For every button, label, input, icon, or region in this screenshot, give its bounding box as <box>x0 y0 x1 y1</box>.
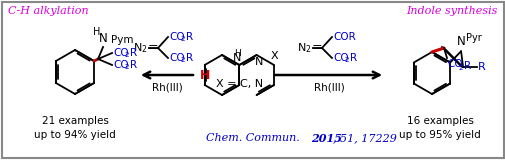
Text: H: H <box>233 49 240 58</box>
Text: X = C, N: X = C, N <box>215 79 263 89</box>
Text: CO: CO <box>169 53 184 63</box>
Text: $_2$R: $_2$R <box>343 51 357 65</box>
Text: Pym: Pym <box>111 35 133 45</box>
Text: $_2$R: $_2$R <box>180 30 193 44</box>
Text: COR: COR <box>332 32 355 42</box>
Text: Rh(III): Rh(III) <box>152 83 182 93</box>
Text: C-H alkylation: C-H alkylation <box>8 6 88 16</box>
Text: CO: CO <box>169 32 184 42</box>
Text: H: H <box>93 27 100 37</box>
Text: CO: CO <box>332 53 348 63</box>
Text: Indole synthesis: Indole synthesis <box>406 6 497 16</box>
Text: N: N <box>233 53 241 63</box>
Text: Chem. Commun.: Chem. Commun. <box>206 133 299 143</box>
Text: $_2$R: $_2$R <box>124 46 138 60</box>
Text: 16 examples
up to 95% yield: 16 examples up to 95% yield <box>398 116 480 140</box>
Text: CO: CO <box>113 60 128 70</box>
Text: N$_2$: N$_2$ <box>133 41 147 55</box>
Text: H: H <box>199 69 210 82</box>
Text: 21 examples
up to 94% yield: 21 examples up to 94% yield <box>34 116 116 140</box>
Text: N: N <box>98 32 107 45</box>
Text: R: R <box>477 62 485 72</box>
Text: 2015: 2015 <box>311 132 341 144</box>
Text: =: = <box>312 41 322 55</box>
Text: N: N <box>254 57 262 67</box>
Text: Rh(III): Rh(III) <box>313 83 344 93</box>
Text: N: N <box>456 35 465 48</box>
Text: CO: CO <box>446 59 462 69</box>
FancyBboxPatch shape <box>2 2 503 158</box>
Text: =: = <box>147 41 158 55</box>
Text: X: X <box>271 51 278 61</box>
Text: $_2$R: $_2$R <box>180 51 193 65</box>
Text: , 51, 17229: , 51, 17229 <box>332 133 396 143</box>
Text: $_2$R: $_2$R <box>457 59 471 73</box>
Text: Pyr: Pyr <box>465 33 481 43</box>
Text: CO: CO <box>113 48 128 58</box>
Text: $_2$R: $_2$R <box>124 58 138 72</box>
Text: N$_2$: N$_2$ <box>297 41 312 55</box>
